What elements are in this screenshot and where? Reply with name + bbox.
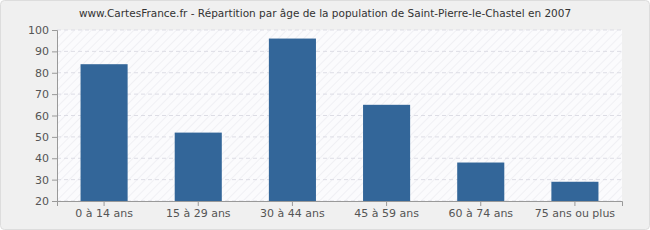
plot-area <box>57 30 622 201</box>
x-tick-label: 15 à 29 ans <box>166 207 231 220</box>
x-tick-label: 75 ans ou plus <box>535 207 616 220</box>
bar <box>457 163 504 201</box>
title: www.CartesFrance.fr - Répartition par âg… <box>79 7 571 19</box>
x-tick: 0 à 14 ans <box>75 201 133 220</box>
y-tick-mark <box>52 158 57 159</box>
grid-line <box>57 136 622 137</box>
y-tick: 40 <box>35 152 57 165</box>
y-tick-label: 30 <box>35 174 49 187</box>
x-tick-label: 0 à 14 ans <box>75 207 133 220</box>
grid <box>57 30 622 201</box>
y-tick-label: 100 <box>28 24 49 37</box>
x-tick: 15 à 29 ans <box>166 201 231 220</box>
x-tick-mark <box>480 201 481 206</box>
y-tick: 80 <box>35 67 57 80</box>
x-tick-label: 30 à 44 ans <box>260 207 325 220</box>
grid-line <box>57 158 622 159</box>
x-tick: 75 ans ou plus <box>535 201 616 220</box>
y-tick: 70 <box>35 88 57 101</box>
y-tick-mark <box>52 94 57 95</box>
y-axis: 20 30 40 50 60 70 80 90 100 <box>28 24 58 208</box>
bar <box>269 39 316 201</box>
bars <box>81 39 599 201</box>
y-tick-mark <box>52 137 57 138</box>
y-tick-mark <box>52 116 57 117</box>
bar <box>363 105 410 201</box>
y-tick-mark <box>52 51 57 52</box>
y-tick: 20 <box>35 195 57 208</box>
grid-line <box>57 179 622 180</box>
x-axis: 0 à 14 ans 15 à 29 ans 30 à 44 ans 45 à 59 … <box>58 201 623 220</box>
y-tick-label: 90 <box>35 45 49 58</box>
y-tick: 50 <box>35 131 57 144</box>
x-tick-mark <box>292 201 293 206</box>
x-tick: 30 à 44 ans <box>260 201 325 220</box>
y-tick-mark <box>52 180 57 181</box>
y-tick-mark <box>52 30 57 31</box>
x-tick: 45 à 59 ans <box>354 201 419 220</box>
y-tick: 90 <box>35 45 57 58</box>
y-tick-label: 80 <box>35 67 49 80</box>
y-axis-line <box>52 31 58 202</box>
grid-line <box>57 51 622 52</box>
x-tick-mark <box>104 201 105 206</box>
bar <box>81 64 128 201</box>
x-tick-mark <box>198 201 199 206</box>
x-tick: 60 à 74 ans <box>448 201 513 220</box>
y-tick: 100 <box>28 24 57 37</box>
y-tick: 60 <box>35 110 57 123</box>
y-tick: 30 <box>35 174 57 187</box>
background <box>1 1 650 230</box>
y-tick-label: 40 <box>35 152 49 165</box>
y-tick-label: 50 <box>35 131 49 144</box>
grid-line <box>57 30 622 31</box>
y-tick-label: 60 <box>35 110 49 123</box>
grid-line <box>57 94 622 95</box>
plot: 20 30 40 50 60 70 80 90 100 0 à 14 ans 15 à 29 ans… <box>28 24 623 220</box>
bar <box>175 133 222 201</box>
y-tick-mark <box>52 201 57 202</box>
x-tick-label: 60 à 74 ans <box>448 207 513 220</box>
chart: www.CartesFrance.fr - Répartition par âg… <box>0 0 650 230</box>
y-tick-label: 70 <box>35 88 49 101</box>
y-tick-label: 20 <box>35 195 49 208</box>
x-axis-line <box>58 202 623 207</box>
grid-line <box>57 115 622 116</box>
bar <box>551 182 598 201</box>
y-tick-mark <box>52 73 57 74</box>
x-tick-label: 45 à 59 ans <box>354 207 419 220</box>
grid-line <box>57 72 622 73</box>
x-tick-mark <box>386 201 387 206</box>
x-tick-mark <box>574 201 575 206</box>
